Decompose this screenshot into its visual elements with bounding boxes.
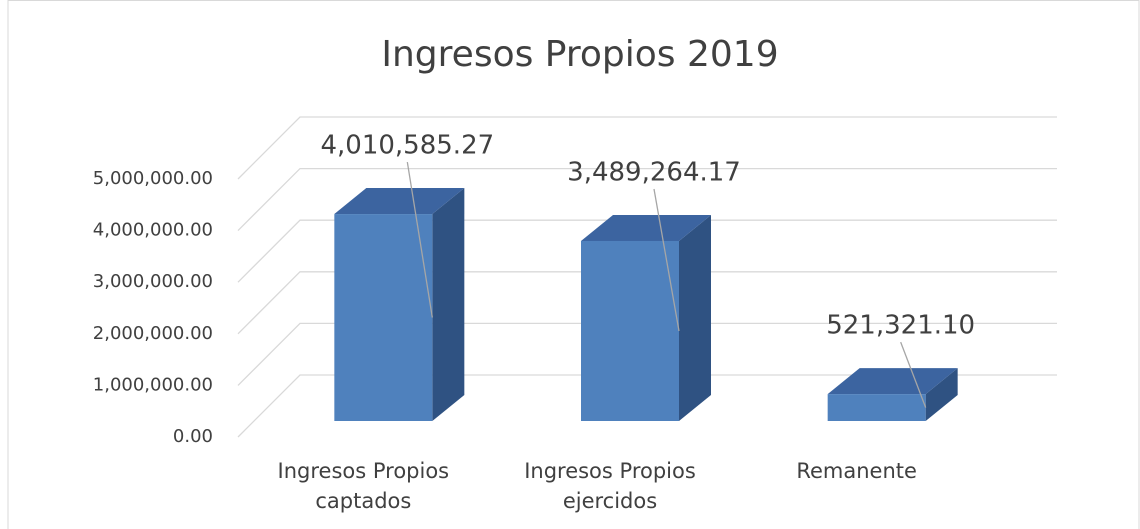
y-tick-label: 0.00: [173, 426, 213, 447]
x-tick-label: Ingresos Propios ejercidos: [524, 459, 696, 513]
grid-line: [237, 219, 1057, 283]
bar-side: [679, 214, 711, 421]
bar-top: [827, 368, 958, 395]
chart-title: Ingresos Propios 2019: [381, 34, 778, 75]
y-tick-label: 5,000,000.00: [93, 168, 213, 189]
grid-line: [237, 116, 1057, 180]
chart-border: [7, 0, 1140, 529]
data-label: 3,489,264.17: [567, 157, 741, 187]
grid-line: [237, 167, 1057, 232]
bar-top: [334, 188, 465, 215]
grid-line: [237, 374, 1057, 438]
grid-line: [237, 271, 1057, 335]
y-tick-label: 4,000,000.00: [93, 220, 213, 241]
grid-line: [237, 322, 1057, 386]
bar: [334, 214, 433, 421]
y-tick-label: 3,000,000.00: [93, 271, 213, 292]
leader-line: [900, 341, 927, 408]
x-tick-label: Remanente: [796, 459, 917, 483]
y-tick-label: 1,000,000.00: [93, 374, 213, 395]
bar-side: [925, 368, 958, 421]
bar: [581, 240, 679, 421]
bar-side: [432, 188, 465, 421]
y-tick-label: 2,000,000.00: [93, 323, 213, 344]
data-label: 4,010,585.27: [320, 131, 494, 161]
leader-line: [406, 161, 433, 318]
leader-line: [653, 188, 680, 332]
bar: [827, 394, 926, 421]
bar-top: [581, 214, 711, 241]
x-tick-label: Ingresos Propios captados: [277, 459, 450, 513]
data-label: 521,321.10: [826, 311, 975, 341]
